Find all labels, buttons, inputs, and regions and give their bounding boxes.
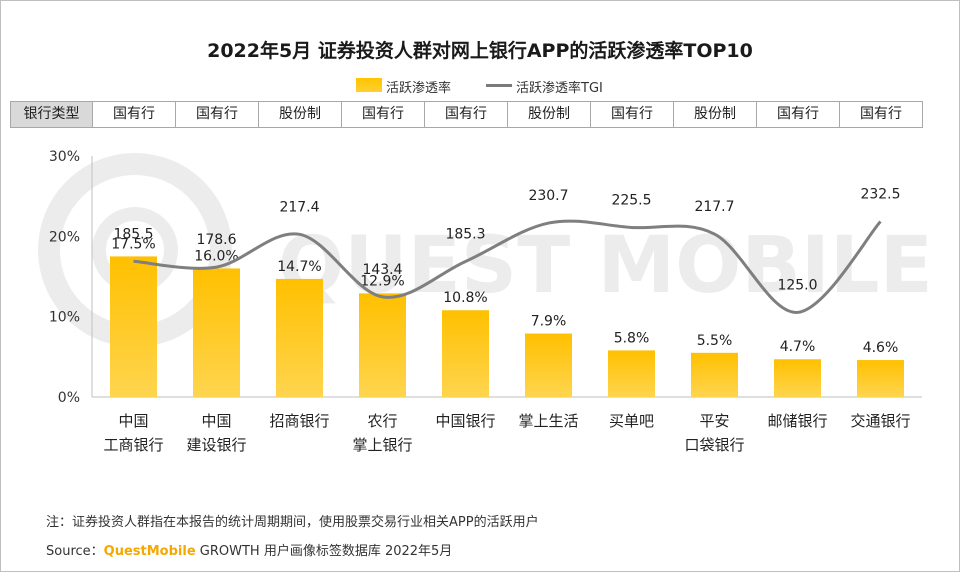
category-label: 平安 [699,412,729,430]
bar-value-label: 4.6% [863,340,899,356]
legend-bar-swatch [356,78,382,92]
category-label: 农行 [367,412,397,430]
bar-value-label: 7.9% [531,314,567,330]
tgi-value-label: 232.5 [860,187,900,203]
category-label: 工商银行 [103,436,163,454]
legend-line-swatch [486,84,512,87]
bar [442,310,489,397]
bar [774,359,821,397]
legend-line-label: 活跃渗透率TGI [516,81,603,96]
bar [359,293,406,397]
source-line: Source：QuestMobile GROWTH 用户画像标签数据库 2022… [46,540,452,559]
category-label: 中国 [201,412,231,430]
category-label: 交通银行 [850,412,910,430]
bar-value-label: 5.8% [614,330,650,346]
chart-title: 2022年5月 证券投资人群对网上银行APP的活跃渗透率TOP10 [207,40,753,62]
category-label: 买单吧 [609,412,654,430]
bar [276,278,323,397]
category-label: 建设银行 [186,436,246,454]
bank-type-cell: 股份制 [258,101,342,128]
y-tick-label: 30% [49,149,80,165]
bar [608,350,655,397]
bar-value-label: 17.5% [111,236,155,252]
bank-type-cell: 股份制 [507,101,591,128]
bar [110,256,157,397]
tgi-value-label: 185.5 [113,226,153,242]
category-label: 掌上生活 [518,412,578,430]
tgi-value-label: 217.7 [694,199,734,215]
chart-legend: 活跃渗透率 活跃渗透率TGI [0,75,960,96]
tgi-value-label: 225.5 [611,192,651,208]
tgi-value-label: 178.6 [196,232,236,248]
bar-value-label: 12.9% [360,273,404,289]
bank-type-cell: 国有行 [92,101,176,128]
category-label: 邮储银行 [767,412,827,430]
tgi-value-label: 230.7 [528,188,568,204]
bank-type-cell: 国有行 [839,101,923,128]
category-label: 掌上银行 [352,436,412,454]
bar-series: 17.5% 16.0% 14.7% 12.9% 10.8% 7.9% 5.8% 5.5% 4.7… [110,236,904,397]
footnote: 注：证券投资人群指在本报告的统计周期期间，使用股票交易行业相关APP的活跃用户 [46,515,539,530]
bank-type-cell: 国有行 [175,101,259,128]
bar [193,268,240,397]
bank-type-cell: 国有行 [341,101,425,128]
source-rest: GROWTH 用户画像标签数据库 2022年5月 [195,544,453,559]
tgi-value-label: 185.3 [445,226,485,242]
bar [691,352,738,397]
bank-type-header: 银行类型 [10,101,93,128]
bank-type-cell: 股份制 [673,101,757,128]
bar-value-label: 5.5% [697,333,733,349]
tgi-value-label: 143.4 [362,262,402,278]
bar-value-label: 10.8% [443,290,487,306]
category-label: 招商银行 [269,412,329,430]
tgi-value-label: 217.4 [279,199,319,215]
y-tick-label: 0% [58,390,80,406]
category-label: 中国 [118,412,148,430]
tgi-series: 185.5 178.6 217.4 143.4 185.3 230.7 225.5 217.7… [113,187,901,314]
bar [525,333,572,397]
tgi-value-label: 125.0 [777,277,817,293]
source-prefix: Source： [46,544,104,559]
category-label: 口袋银行 [684,436,744,454]
bank-type-cell: 国有行 [424,101,508,128]
y-tick-label: 20% [49,229,80,245]
bar-value-label: 4.7% [780,339,816,355]
category-label: 中国银行 [435,412,495,430]
bank-type-cell: 国有行 [590,101,674,128]
bank-type-cell: 国有行 [756,101,840,128]
legend-bar-label: 活跃渗透率 [386,81,452,96]
bar [857,360,904,397]
tgi-line [133,219,882,314]
source-brand-logo: QuestMobile [103,544,196,559]
y-tick-label: 10% [49,310,80,326]
bar-value-label: 16.0% [194,248,238,264]
bar-value-label: 14.7% [277,259,321,275]
